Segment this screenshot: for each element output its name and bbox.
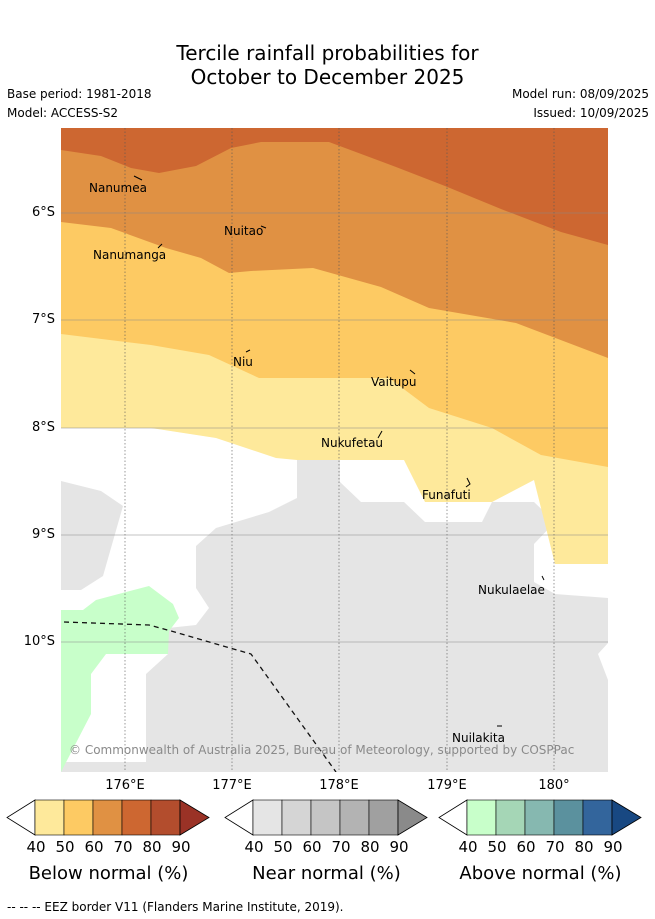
lon-label-180: 180° [538, 778, 570, 793]
colorbar-extension-low [6, 799, 36, 836]
island-markers [133, 175, 545, 727]
colorbar-tick: 90 [389, 838, 409, 856]
eez-footer-note: -- -- -- EEZ border V11 (Flanders Marine… [7, 900, 344, 914]
place-label-nuilakita: Nuilakita [452, 731, 505, 745]
colorbar-below-normal [6, 799, 210, 836]
lat-label-9s: 9°S [31, 527, 55, 542]
colorbar-near-normal [224, 799, 428, 836]
lat-label-7s: 7°S [31, 312, 55, 327]
land-mask-region [61, 481, 123, 590]
place-label-nanumea: Nanumea [89, 181, 147, 195]
colorbar-segment [524, 799, 555, 836]
colorbar-segment [339, 799, 370, 836]
place-label-niu: Niu [233, 355, 253, 369]
colorbar-segment [121, 799, 152, 836]
model-run-label: Model run: 08/09/2025 [511, 87, 649, 101]
lon-label-179e: 179°E [427, 778, 467, 793]
place-label-vaitupu: Vaitupu [371, 375, 417, 389]
map-title-line1: Tercile rainfall probabilities for [176, 41, 479, 65]
colorbar-segment [368, 799, 399, 836]
colorbar-tick: 80 [142, 838, 162, 856]
colorbar-segment [553, 799, 584, 836]
colorbar-tick: 50 [487, 838, 507, 856]
place-label-funafuti: Funafuti [422, 488, 471, 502]
colorbar-segment [281, 799, 312, 836]
colorbar-tick: 90 [603, 838, 623, 856]
colorbar-tick: 40 [26, 838, 46, 856]
latitude-lines [61, 212, 608, 643]
colorbar-title-near: Near normal (%) [252, 863, 401, 884]
lon-label-178e: 178°E [319, 778, 359, 793]
colorbar-segment [92, 799, 123, 836]
colorbar-tick: 60 [302, 838, 322, 856]
colorbar-extension-low [438, 799, 468, 836]
colorbar-above-normal [438, 799, 642, 836]
colorbar-segment [466, 799, 497, 836]
place-label-nanumanga: Nanumanga [93, 248, 167, 262]
base-period-label: Base period: 1981-2018 [7, 87, 152, 101]
lat-label-6s: 6°S [31, 205, 55, 220]
colorbar-tick: 60 [84, 838, 104, 856]
below-70-region [61, 128, 608, 245]
colorbar-extension-high [179, 799, 210, 836]
colorbar-segment [63, 799, 94, 836]
map-title-line2: October to December 2025 [190, 65, 465, 89]
colorbar-title-above: Above normal (%) [459, 863, 622, 884]
land-mask-region [61, 460, 608, 772]
tercile-map [61, 128, 608, 772]
eez-border-line [63, 621, 337, 772]
colorbar-tick: 90 [171, 838, 191, 856]
colorbar-segment [34, 799, 65, 836]
copyright-credit: © Commonwealth of Australia 2025, Bureau… [69, 743, 575, 757]
colorbar-tick: 40 [458, 838, 478, 856]
model-label: Model: ACCESS-S2 [7, 106, 119, 120]
colorbar-extension-high [611, 799, 642, 836]
colorbar-extension-high [397, 799, 428, 836]
colorbar-segment [582, 799, 613, 836]
colorbar-segment [252, 799, 283, 836]
above-normal-region [61, 586, 179, 772]
graticule [124, 128, 555, 772]
colorbar-tick: 80 [574, 838, 594, 856]
colorbar-tick: 60 [516, 838, 536, 856]
colorbar-segment [150, 799, 181, 836]
colorbar-extension-low [224, 799, 254, 836]
place-label-nukufetau: Nukufetau [321, 436, 384, 450]
colorbar-segment [495, 799, 526, 836]
colorbar-segment [310, 799, 341, 836]
colorbar-tick: 50 [55, 838, 75, 856]
colorbar-tick: 70 [113, 838, 133, 856]
lat-label-8s: 8°S [31, 420, 55, 435]
place-label-nukulaelae: Nukulaelae [478, 583, 545, 597]
lon-label-177e: 177°E [212, 778, 252, 793]
lat-label-10s: 10°S [23, 634, 55, 649]
colorbar-tick: 70 [545, 838, 565, 856]
colorbar-tick: 50 [273, 838, 293, 856]
lon-label-176e: 176°E [105, 778, 145, 793]
colorbar-tick: 80 [360, 838, 380, 856]
colorbar-tick: 70 [331, 838, 351, 856]
colorbar-tick: 40 [244, 838, 264, 856]
issued-label: Issued: 10/09/2025 [533, 106, 649, 120]
place-label-nuitao: Nuitao [224, 224, 264, 238]
colorbar-title-below: Below normal (%) [28, 863, 189, 884]
